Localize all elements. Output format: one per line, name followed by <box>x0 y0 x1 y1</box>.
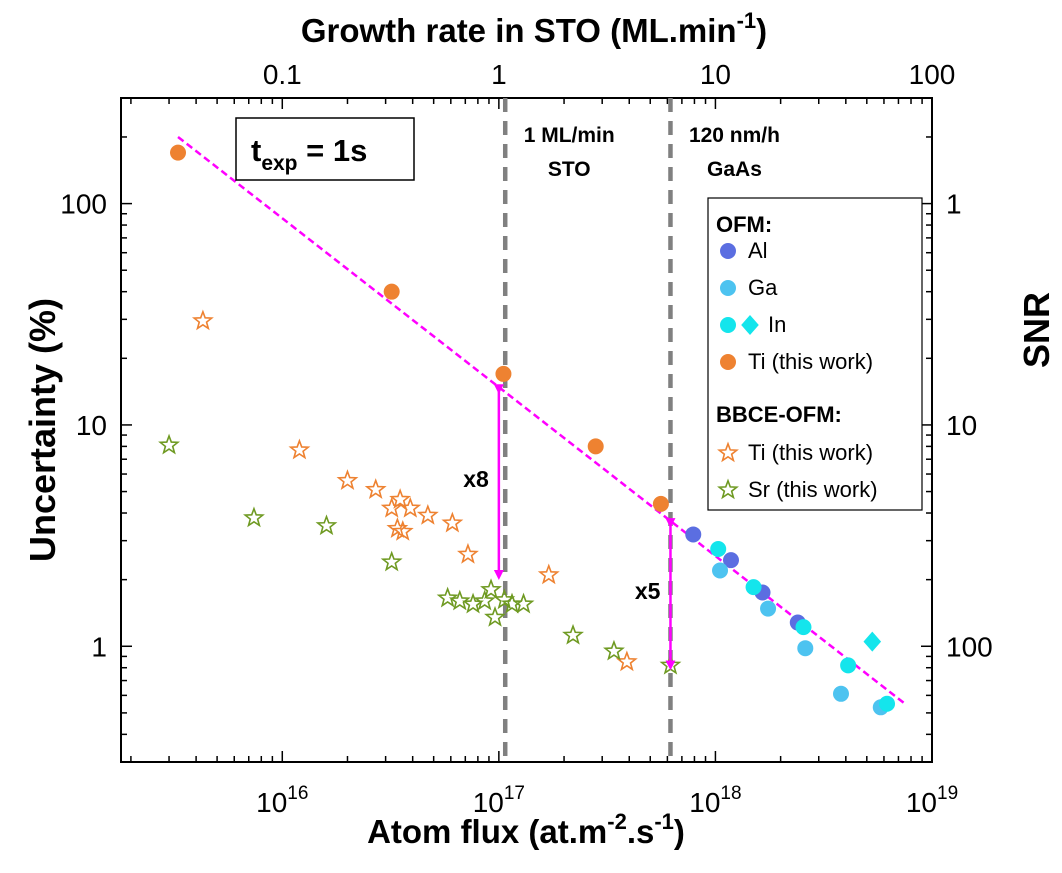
top-axis-title: Growth rate in STO (ML.min-1) <box>301 8 767 49</box>
ticks-layer: 1016 1017 1018 1019 0.1 1 10 100 1 10 100 1 10 100 <box>60 59 992 818</box>
data-point <box>797 640 814 657</box>
legend-marker <box>720 243 736 259</box>
annotation-main: t <box>251 133 261 168</box>
annotation-box <box>235 117 415 181</box>
data-point <box>391 520 414 541</box>
data-point <box>722 552 739 569</box>
data-point <box>364 478 387 499</box>
top-tick-label: 100 <box>909 59 956 90</box>
legend-box <box>707 197 923 511</box>
plot-frame <box>120 97 933 763</box>
data-point <box>416 503 439 525</box>
data-point <box>587 438 604 455</box>
data-point <box>380 550 403 572</box>
vline-label: 120 nm/h <box>689 124 780 147</box>
legend-label: Ga <box>748 275 778 300</box>
data-point <box>512 592 535 614</box>
data-point <box>710 541 727 558</box>
data-point <box>603 639 625 661</box>
annotation-subscript: exp <box>261 152 297 175</box>
data-point <box>399 496 422 518</box>
x-axis-title: Atom flux (at.m-2.s-1) <box>367 809 685 850</box>
legend-label: In <box>768 312 786 337</box>
legend-group-bbce-title: BBCE-OFM: <box>716 402 842 427</box>
y-tick-label: 100 <box>60 189 107 220</box>
data-point <box>480 578 502 600</box>
x-tick-label: 1017 <box>473 783 525 818</box>
data-point <box>562 623 584 645</box>
vline-label: STO <box>548 158 591 181</box>
annotation-rest: = 1s <box>298 133 368 168</box>
y-right-axis-title: SNR <box>1016 292 1057 368</box>
vertical-reference-lines: 1 ML/min STO 120 nm/h GaAs <box>502 98 780 762</box>
y-tick-label: 1 <box>91 631 107 662</box>
data-point <box>436 586 459 608</box>
data-point <box>537 563 560 585</box>
data-point <box>615 650 638 672</box>
y-axis-title: Uncertainty (%) <box>22 298 63 562</box>
data-point <box>832 685 849 702</box>
data-point <box>457 542 479 564</box>
data-point <box>315 514 338 536</box>
data-point <box>879 695 896 712</box>
data-point <box>389 488 412 509</box>
y-right-tick-label: 1 <box>946 189 962 220</box>
ratio-arrow-label: x5 <box>635 578 661 604</box>
legend-marker <box>720 354 736 370</box>
data-point <box>840 657 857 674</box>
legend-label: Ti (this work) <box>748 440 873 465</box>
data-point <box>170 144 187 161</box>
legend-label: Al <box>748 238 768 263</box>
data-point <box>484 605 506 627</box>
legend-marker <box>720 317 736 333</box>
data-point <box>712 562 729 579</box>
y-right-tick-label: 10 <box>946 410 977 441</box>
legend-group-ofm-title: OFM: <box>716 212 772 237</box>
legend-label: Sr (this work) <box>748 477 878 502</box>
data-point <box>383 283 400 300</box>
vline-label: 1 ML/min <box>524 124 615 147</box>
data-point <box>243 506 265 528</box>
y-tick-label: 10 <box>76 410 107 441</box>
x-tick-label: 1019 <box>906 783 958 818</box>
vline-label: GaAs <box>707 158 762 181</box>
data-point <box>336 469 359 490</box>
x-tick-label: 1016 <box>256 783 308 818</box>
data-points-layer <box>158 144 896 716</box>
data-point <box>685 526 702 543</box>
legend-label: Ti (this work) <box>748 349 873 374</box>
data-point <box>191 309 214 331</box>
top-tick-label: 1 <box>491 59 507 90</box>
data-point <box>380 496 403 518</box>
legend-marker <box>741 315 759 335</box>
data-point <box>448 589 471 611</box>
legend-bbce-entries: Ti (this work) Sr (this work) <box>717 440 878 502</box>
y-right-tick-label: 100 <box>946 631 993 662</box>
data-point <box>795 619 812 636</box>
legend-marker <box>717 478 739 500</box>
data-point <box>288 438 311 460</box>
data-point <box>158 433 180 455</box>
ratio-arrow-label: x8 <box>463 466 489 492</box>
data-point <box>652 495 669 512</box>
exposure-time-annotation: texp = 1s <box>235 117 415 181</box>
data-point <box>495 365 512 382</box>
legend-marker <box>720 280 736 296</box>
top-tick-label: 0.1 <box>263 59 302 90</box>
legend-ofm-entries: Al Ga In Ti (this work) <box>720 238 873 374</box>
data-point <box>441 511 464 533</box>
legend-marker <box>717 441 739 463</box>
data-point <box>863 631 882 652</box>
data-point <box>745 579 762 596</box>
x-tick-label: 1018 <box>689 783 741 818</box>
data-point <box>473 589 496 611</box>
data-point <box>760 600 777 617</box>
top-tick-label: 10 <box>700 59 731 90</box>
svg-text:texp = 1s: texp = 1s <box>251 133 367 175</box>
ratio-arrows-layer: x8 x5 <box>463 384 676 671</box>
legend: OFM: Al Ga In Ti (this work) BBCE-OFM: Ti (… <box>707 197 923 511</box>
